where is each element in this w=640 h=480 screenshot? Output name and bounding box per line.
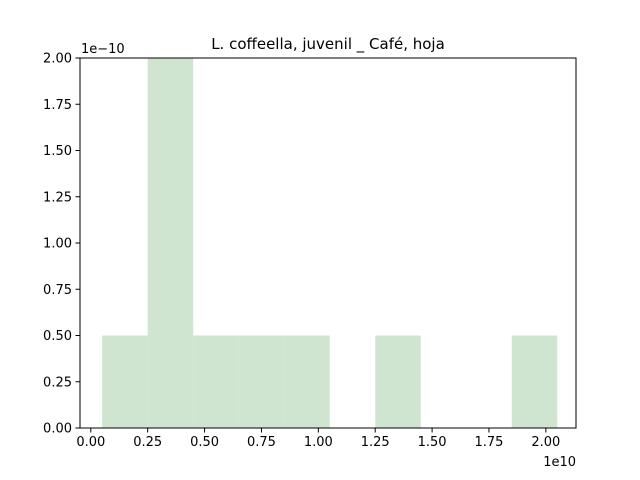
- y-tick-label: 0.75: [43, 283, 72, 298]
- histogram-bar-9: [511, 335, 558, 428]
- x-tick-label: 1.00: [304, 435, 333, 450]
- y-tick-label: 1.50: [43, 144, 72, 159]
- y-axis: 0.00 0.25 0.50 0.75 1.00 1.25 1.50 1.75 2.00: [43, 52, 80, 437]
- x-tick-label: 2.00: [531, 435, 560, 450]
- y-tick-label: 1.00: [43, 237, 72, 252]
- x-tick-label: 1.25: [361, 435, 390, 450]
- y-scale-label: 1e−10: [81, 42, 125, 57]
- y-tick-label: 1.25: [43, 190, 72, 205]
- histogram-bar-6: [375, 335, 421, 428]
- bars-group: [102, 58, 558, 428]
- x-tick-label: 1.75: [474, 435, 503, 450]
- y-tick-label: 0.50: [43, 329, 72, 344]
- histogram-bar-3: [238, 335, 285, 428]
- histogram-bar-0: [102, 335, 148, 428]
- histogram-bar-4: [284, 335, 330, 428]
- x-tick-label: 0.00: [76, 435, 105, 450]
- x-axis: 0.00 0.25 0.50 0.75 1.00 1.25 1.50 1.75 2.00: [76, 428, 560, 450]
- x-tick-label: 0.25: [133, 435, 162, 450]
- y-tick-label: 2.00: [43, 52, 72, 67]
- chart-title: L. coffeella, juvenil _ Café, hoja: [211, 35, 445, 54]
- x-tick-label: 1.50: [418, 435, 447, 450]
- y-tick-label: 0.00: [43, 422, 72, 437]
- histogram-bar-1: [147, 58, 194, 428]
- histogram-bar-2: [193, 335, 239, 428]
- y-tick-label: 0.25: [43, 375, 72, 390]
- y-tick-label: 1.75: [43, 98, 72, 113]
- x-tick-label: 0.50: [190, 435, 219, 450]
- x-tick-label: 0.75: [247, 435, 276, 450]
- x-scale-label: 1e10: [543, 455, 576, 470]
